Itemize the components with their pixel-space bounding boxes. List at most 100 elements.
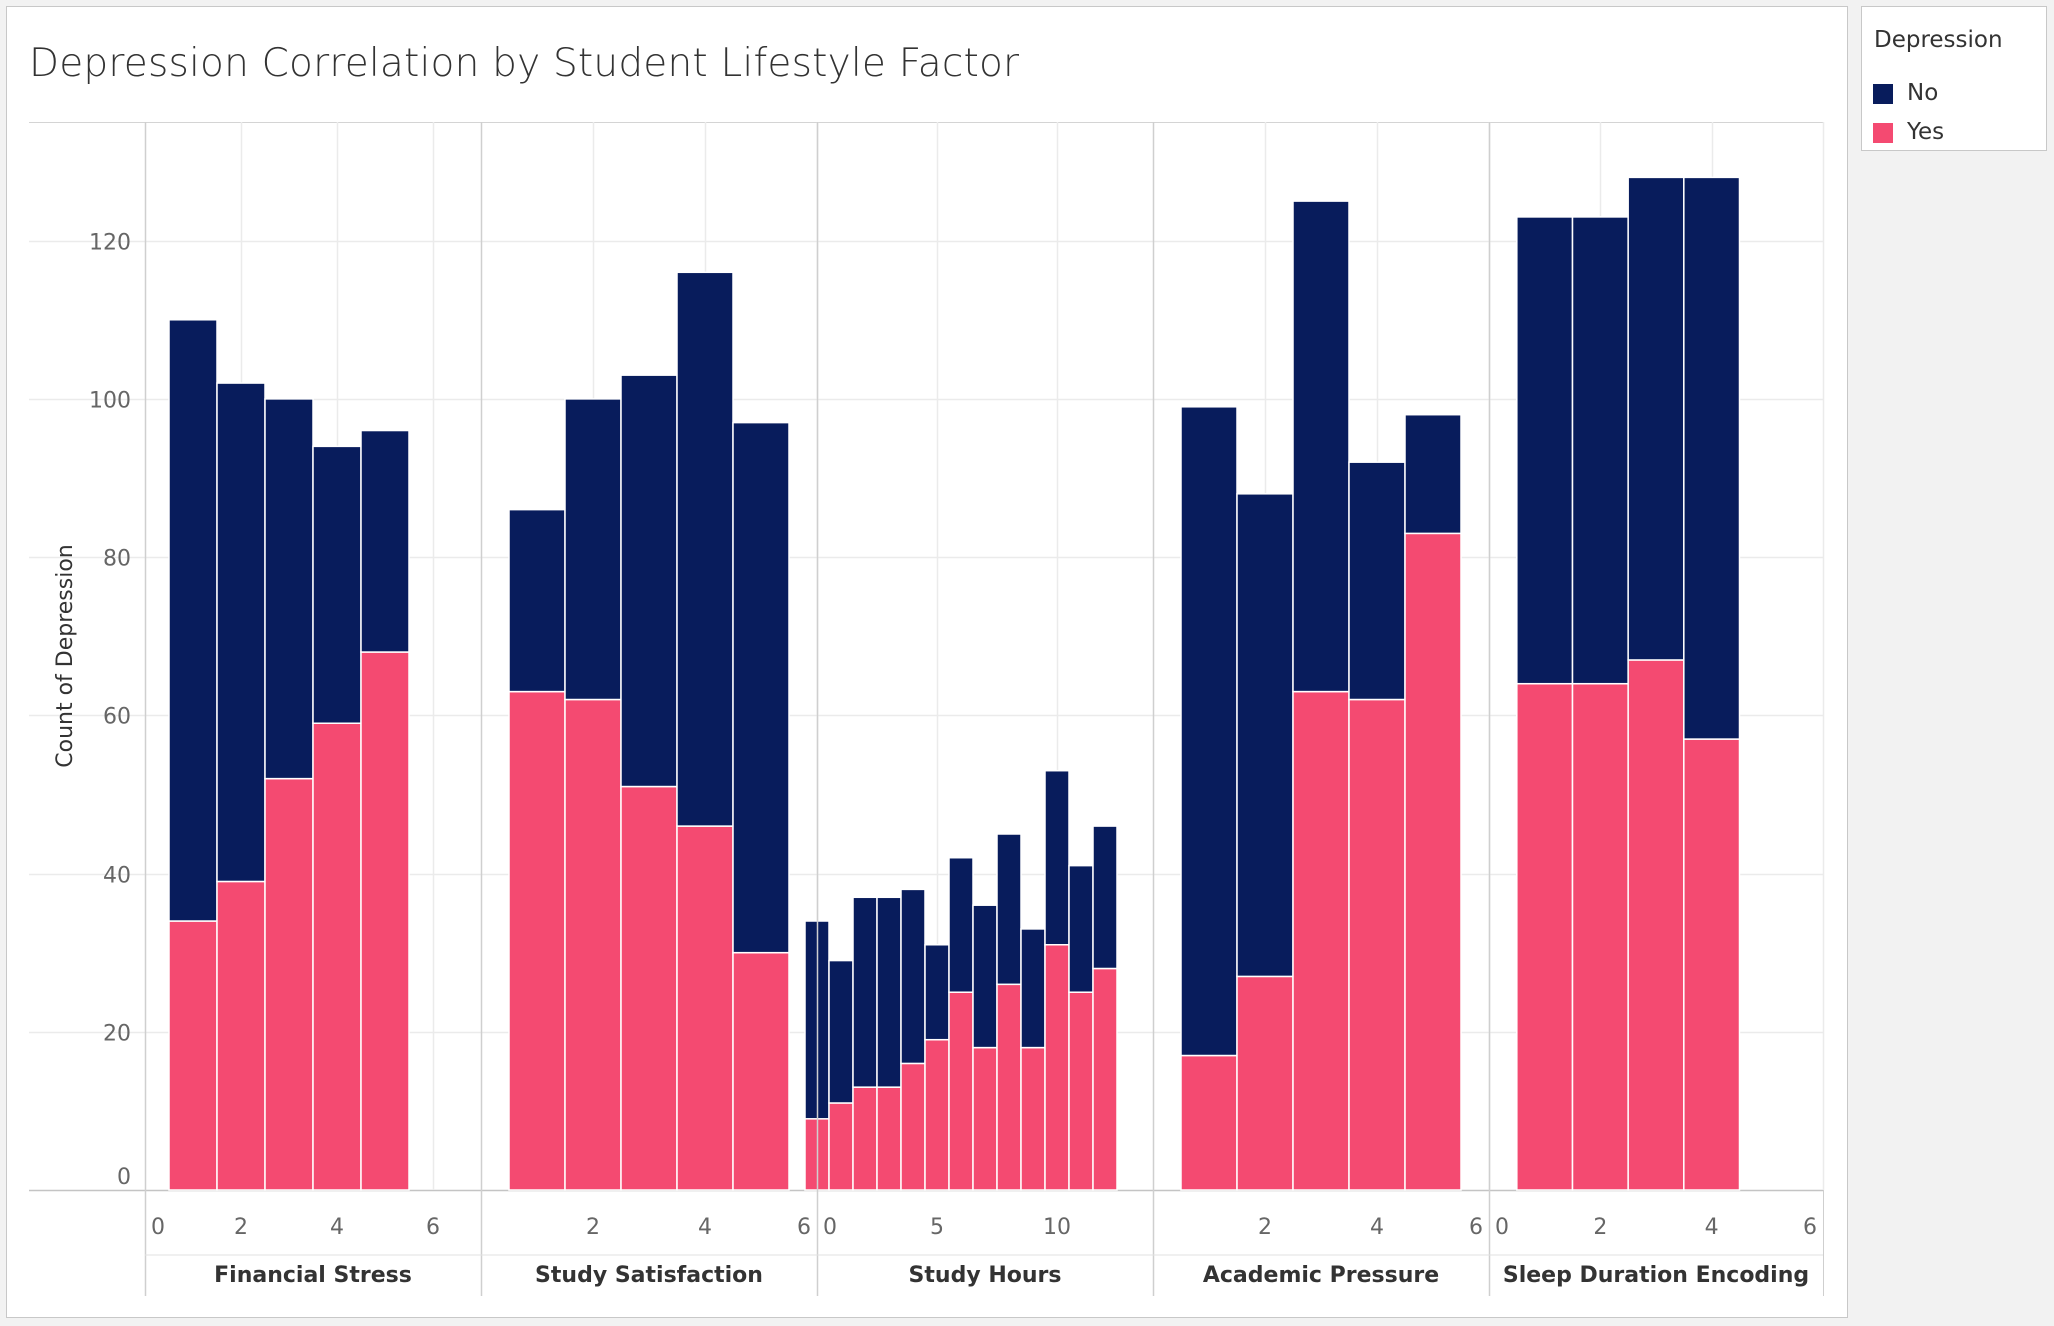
bar-study-satisfaction-3-no bbox=[620, 374, 678, 788]
x-tick-label-sleep-duration-encoding-4: 4 bbox=[1705, 1215, 1719, 1240]
bar-study-satisfaction-1-no bbox=[508, 508, 566, 693]
bar-academic-pressure-2-no bbox=[1236, 493, 1294, 978]
bar-study-hours-9-yes bbox=[1020, 1046, 1046, 1191]
y-tick-label-120: 120 bbox=[89, 231, 131, 256]
bar-financial-stress-3-no bbox=[264, 398, 314, 780]
bar-study-hours-11-no bbox=[1068, 864, 1094, 993]
x-tick-label-sleep-duration-encoding-0: 0 bbox=[1495, 1215, 1509, 1240]
bar-sleep-duration-encoding-3-yes bbox=[1627, 659, 1685, 1191]
x-tick-label-sleep-duration-encoding-2: 2 bbox=[1593, 1215, 1607, 1240]
legend-swatch-no bbox=[1872, 83, 1894, 105]
bar-study-hours-12-no bbox=[1092, 825, 1118, 970]
bar-study-satisfaction-5-yes bbox=[732, 951, 790, 1191]
bar-study-hours-5-no bbox=[924, 944, 950, 1041]
bar-study-hours-10-no bbox=[1044, 769, 1070, 946]
y-tick-label-60: 60 bbox=[103, 705, 131, 730]
panel-study-satisfaction: 2 4 6 Study Satisfaction bbox=[480, 122, 819, 1296]
y-tick-label-0: 0 bbox=[117, 1165, 131, 1190]
legend-label-no: No bbox=[1907, 80, 1939, 106]
x-tick-label-financial-stress-0: 0 bbox=[151, 1215, 165, 1240]
bar-academic-pressure-2-yes bbox=[1236, 975, 1294, 1191]
y-tick-label-20: 20 bbox=[103, 1022, 131, 1047]
x-tick-label-study-satisfaction-6: 6 bbox=[797, 1215, 811, 1240]
bar-sleep-duration-encoding-1-no bbox=[1516, 216, 1574, 685]
bar-financial-stress-1-yes bbox=[168, 920, 218, 1191]
bar-study-hours-11-yes bbox=[1068, 991, 1094, 1191]
x-tick-label-study-satisfaction-2: 2 bbox=[586, 1215, 600, 1240]
x-tick-label-study-hours-0: 0 bbox=[823, 1215, 837, 1240]
bar-study-hours-3-yes bbox=[876, 1086, 902, 1191]
panel-financial-stress: 0 2 4 6 Financial Stress bbox=[144, 122, 440, 1296]
x-tick-label-study-satisfaction-4: 4 bbox=[698, 1215, 712, 1240]
panel-label-study-hours: Study Hours bbox=[909, 1263, 1062, 1288]
bar-study-hours-7-no bbox=[972, 904, 998, 1049]
bar-study-satisfaction-2-yes bbox=[564, 698, 622, 1191]
bar-academic-pressure-4-no bbox=[1348, 461, 1406, 701]
bar-study-hours-1-no bbox=[828, 959, 854, 1104]
bar-academic-pressure-4-yes bbox=[1348, 698, 1406, 1191]
bar-study-hours-2-yes bbox=[852, 1086, 878, 1191]
chart-title: Depression Correlation by Student Lifest… bbox=[29, 41, 1020, 86]
legend-swatch-yes bbox=[1872, 122, 1894, 144]
bar-study-hours-8-no bbox=[996, 833, 1022, 986]
bar-financial-stress-2-no bbox=[216, 382, 266, 883]
bar-study-hours-4-yes bbox=[900, 1062, 926, 1191]
panel-sleep-duration-encoding: 0 2 4 6 Sleep Duration Encoding bbox=[1488, 122, 1825, 1296]
x-tick-label-financial-stress-4: 4 bbox=[330, 1215, 344, 1240]
bar-study-hours-8-yes bbox=[996, 983, 1022, 1191]
bar-study-hours-1-yes bbox=[828, 1102, 854, 1191]
bar-academic-pressure-3-yes bbox=[1292, 690, 1350, 1191]
bar-financial-stress-3-yes bbox=[264, 777, 314, 1191]
legend-title: Depression bbox=[1874, 27, 2003, 53]
bar-academic-pressure-5-no bbox=[1404, 413, 1462, 535]
bar-study-hours-3-no bbox=[876, 896, 902, 1088]
bar-study-hours-6-yes bbox=[948, 991, 974, 1191]
bar-sleep-duration-encoding-3-no bbox=[1627, 176, 1685, 661]
x-tick-label-study-hours-10: 10 bbox=[1043, 1215, 1071, 1240]
panel-label-financial-stress: Financial Stress bbox=[214, 1263, 412, 1288]
bar-sleep-duration-encoding-4-yes bbox=[1683, 738, 1741, 1191]
y-tick-label-40: 40 bbox=[103, 864, 131, 889]
panel-label-academic-pressure: Academic Pressure bbox=[1203, 1263, 1439, 1288]
y-tick-label-100: 100 bbox=[89, 389, 131, 414]
bar-study-hours-7-yes bbox=[972, 1046, 998, 1191]
bar-financial-stress-5-yes bbox=[360, 651, 410, 1191]
bar-study-satisfaction-4-yes bbox=[676, 825, 734, 1191]
bar-study-satisfaction-5-no bbox=[732, 421, 790, 954]
bar-sleep-duration-encoding-2-no bbox=[1571, 216, 1629, 685]
bar-financial-stress-1-no bbox=[168, 319, 218, 922]
bar-study-satisfaction-1-yes bbox=[508, 690, 566, 1191]
bar-sleep-duration-encoding-1-yes bbox=[1516, 682, 1574, 1191]
x-tick-label-study-hours-5: 5 bbox=[930, 1215, 944, 1240]
x-tick-label-financial-stress-6: 6 bbox=[426, 1215, 440, 1240]
legend-label-yes: Yes bbox=[1907, 119, 1945, 145]
bar-study-hours-5-yes bbox=[924, 1038, 950, 1191]
bar-academic-pressure-1-no bbox=[1180, 406, 1238, 1057]
bar-study-hours-9-no bbox=[1020, 928, 1046, 1049]
bar-academic-pressure-3-no bbox=[1292, 200, 1350, 693]
x-tick-label-academic-pressure-6: 6 bbox=[1469, 1215, 1483, 1240]
x-tick-label-academic-pressure-2: 2 bbox=[1258, 1215, 1272, 1240]
panel-study-hours: 0 5 10 Study Hours bbox=[804, 122, 1118, 1296]
bar-financial-stress-4-no bbox=[312, 445, 362, 724]
bar-study-hours-6-no bbox=[948, 856, 974, 993]
bar-study-hours-4-no bbox=[900, 888, 926, 1065]
x-tick-label-financial-stress-2: 2 bbox=[234, 1215, 248, 1240]
bar-study-satisfaction-3-yes bbox=[620, 785, 678, 1191]
bar-study-hours-2-no bbox=[852, 896, 878, 1088]
bar-academic-pressure-1-yes bbox=[1180, 1054, 1238, 1191]
x-tick-label-sleep-duration-encoding-6: 6 bbox=[1803, 1215, 1817, 1240]
bar-sleep-duration-encoding-4-no bbox=[1683, 176, 1741, 740]
bar-sleep-duration-encoding-2-yes bbox=[1571, 682, 1629, 1191]
bar-academic-pressure-5-yes bbox=[1404, 532, 1462, 1191]
bar-financial-stress-4-yes bbox=[312, 722, 362, 1191]
bar-study-hours-12-yes bbox=[1092, 967, 1118, 1191]
bar-financial-stress-5-no bbox=[360, 429, 410, 653]
bar-study-satisfaction-2-no bbox=[564, 398, 622, 701]
bar-study-hours-10-yes bbox=[1044, 944, 1070, 1191]
bar-financial-stress-2-yes bbox=[216, 880, 266, 1191]
panel-label-study-satisfaction: Study Satisfaction bbox=[535, 1263, 763, 1288]
x-tick-label-academic-pressure-4: 4 bbox=[1370, 1215, 1384, 1240]
y-tick-label-80: 80 bbox=[103, 547, 131, 572]
